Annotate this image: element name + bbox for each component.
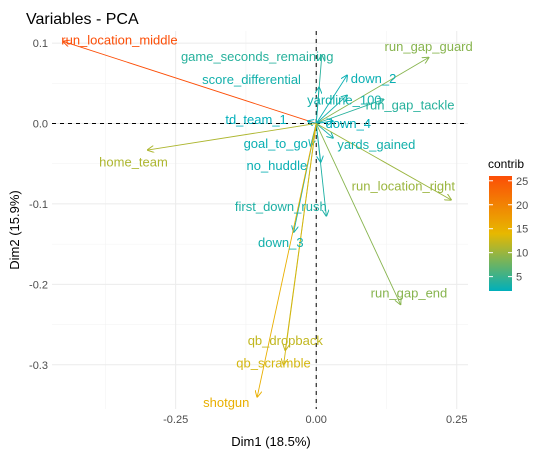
variable-arrow	[315, 123, 326, 215]
legend-tick-label: 15	[516, 224, 528, 236]
y-tick-label: -0.1	[29, 199, 48, 211]
x-tick-label: -0.25	[163, 414, 188, 426]
legend-tick-label: 5	[516, 272, 522, 284]
variable-label: down_2	[351, 71, 397, 86]
variable-arrow	[284, 123, 317, 364]
x-axis-ticks: -0.25 0.00 0.25	[163, 414, 467, 426]
reference-lines	[52, 31, 468, 409]
variable-label: run_gap_guard	[385, 39, 473, 54]
variable-arrow	[315, 123, 400, 304]
variable-label: down_4	[325, 116, 371, 131]
variable-label: run_location_right	[352, 179, 456, 194]
variable-arrow	[148, 123, 317, 150]
legend-tick-label: 20	[516, 200, 528, 212]
variable-label: yards_gained	[337, 137, 415, 152]
color-legend: contrib 5 10 15 20 25	[488, 157, 528, 291]
variable-label: down_3	[258, 235, 304, 250]
variable-label: home_team	[99, 155, 168, 170]
y-tick-label: -0.3	[29, 360, 48, 372]
variable-label: game_seconds_remaining	[181, 49, 333, 64]
variable-arrow	[315, 123, 333, 137]
variable-label: goal_to_go	[244, 136, 308, 151]
x-axis-title: Dim1 (18.5%)	[231, 434, 310, 449]
grid-lines	[52, 31, 468, 409]
plot-panel: run_location_middle game_seconds_remainin…	[52, 31, 473, 410]
variable-labels: run_location_middle game_seconds_remainin…	[61, 32, 472, 410]
y-tick-label: 0.0	[33, 118, 48, 130]
variable-arrow	[316, 121, 333, 123]
chart-title: Variables - PCA	[26, 11, 139, 28]
variable-arrow	[315, 123, 451, 199]
y-axis-ticks: 0.1 0.0 -0.1 -0.2 -0.3	[29, 38, 48, 372]
variable-arrow	[316, 87, 319, 124]
variable-arrow	[63, 41, 317, 124]
legend-ticks: 5 10 15 20 25	[489, 176, 528, 284]
x-tick-label: 0.25	[446, 414, 467, 426]
variable-arrow	[315, 75, 347, 124]
variable-label: td_team_1	[225, 112, 286, 127]
y-axis-title: Dim2 (15.9%)	[7, 190, 22, 269]
variable-label: first_down_rush	[235, 199, 327, 214]
legend-tick-label: 10	[516, 248, 528, 260]
variable-label: shotgun	[203, 395, 249, 410]
legend-tick-label: 25	[516, 176, 528, 188]
variable-arrow	[315, 58, 428, 124]
variable-label: yardline_100	[307, 93, 381, 108]
variable-arrow	[315, 95, 347, 124]
y-tick-label: 0.1	[33, 38, 48, 50]
variable-arrow	[308, 121, 317, 123]
legend-color-bar	[489, 176, 512, 291]
variable-label: run_location_middle	[61, 32, 177, 47]
variable-label: run_gap_tackle	[366, 97, 455, 112]
x-tick-label: 0.00	[306, 414, 327, 426]
variable-arrows	[63, 41, 451, 396]
variable-label: qb_dropback	[248, 333, 324, 348]
variable-label: run_gap_end	[371, 286, 448, 301]
legend-title: contrib	[488, 157, 524, 171]
variable-label: qb_scramble	[236, 356, 310, 371]
variable-label: no_huddle	[246, 158, 307, 173]
variable-label: score_differential	[202, 72, 301, 87]
y-tick-label: -0.2	[29, 279, 48, 291]
variable-arrow	[257, 123, 317, 396]
